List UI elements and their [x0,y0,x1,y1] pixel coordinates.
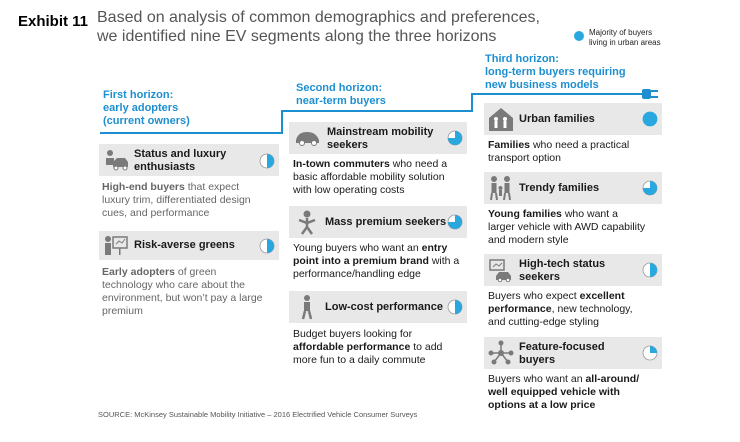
urban-share-ring [642,111,658,127]
segment-name: Low-cost performance [325,301,443,313]
segment-description: Budget buyers looking for affordable per… [293,328,443,366]
segment-description: Buyers who want an all-around/ well equi… [488,373,640,411]
legend-text: Majority of buyers living in urban areas [589,28,661,47]
urban-share-indicator [447,130,463,146]
exhibit-label: Exhibit 11 [18,13,89,30]
urban-share-fill [267,154,274,168]
segment-description: Early adopters of green technology who c… [102,266,263,317]
title-line-1: Based on analysis of common demographics… [97,9,540,26]
family-house-icon [489,108,513,131]
segment-high-tech[interactable]: High-tech status seekers [484,254,662,286]
segment-name: Urban families [519,113,595,125]
segment-description: In-town commuters who need a basic affor… [293,158,448,196]
segment-description: Buyers who expect excellent performance,… [488,290,633,328]
urban-share-fill [448,215,462,229]
horizon-step-line-3 [281,110,472,112]
segment-mass-premium[interactable]: Mass premium seekers [289,206,467,238]
urban-share-indicator [259,238,275,254]
horizon-step-line-5 [471,93,643,95]
buyer-icon [298,210,316,235]
urban-share-indicator [447,214,463,230]
urban-share-indicator [447,299,463,315]
tech-car-icon [489,259,511,282]
urban-legend-dot-icon [574,31,584,41]
segment-name: Feature-focused buyers [519,341,605,366]
urban-share-fill [267,239,274,253]
horizon-step-line-4 [471,93,473,112]
luxury-car-icon [106,150,128,171]
segment-name: Mainstream mobility seekers [327,126,434,151]
first-horizon-label: First horizon: early adopters (current o… [103,89,190,127]
segment-name: Risk-averse greens [134,239,235,251]
urban-share-indicator [642,262,658,278]
urban-share-fill [455,300,462,314]
urban-share-indicator [259,153,275,169]
segment-name: Status and luxury enthusiasts [134,148,227,173]
third-horizon-label: Third horizon: long-term buyers requirin… [485,53,626,91]
second-horizon-label: Second horizon: near-term buyers [296,82,386,107]
segment-trendy-families[interactable]: Trendy families [484,172,662,204]
segment-urban-families[interactable]: Urban families [484,103,662,135]
segment-description: Young families who want a larger vehicle… [488,208,646,246]
segment-risk-averse[interactable]: Risk-averse greens [99,231,279,260]
compact-car-icon [296,132,319,146]
network-icon [488,340,514,365]
page-title: Based on analysis of common demographics… [97,8,557,46]
urban-share-fill [650,263,657,277]
segment-name: Mass premium seekers [325,216,447,228]
runner-icon [301,295,313,320]
urban-share-indicator [642,345,658,361]
urban-share-indicator [642,111,658,127]
urban-share-fill [650,346,657,353]
billboard-icon [105,236,128,255]
segment-description: Families who need a practical transport … [488,139,630,164]
urban-share-fill [643,181,657,195]
segment-low-cost[interactable]: Low-cost performance [289,291,467,323]
plug-icon [642,89,658,99]
title-line-2: we identified nine EV segments along the… [97,28,497,45]
source-note: SOURCE: McKinsey Sustainable Mobility In… [98,410,418,419]
urban-share-indicator [642,180,658,196]
legend: Majority of buyers living in urban areas [574,28,679,48]
segment-status-luxury[interactable]: Status and luxury enthusiasts [99,144,279,176]
segment-description: Young buyers who want an entry point int… [293,242,460,280]
segment-name: High-tech status seekers [519,258,606,283]
segment-mainstream[interactable]: Mainstream mobility seekers [289,122,467,154]
segment-feature-focused[interactable]: Feature-focused buyers [484,337,662,369]
family-icon [490,176,511,201]
urban-share-fill [448,131,462,145]
horizon-step-line-2 [281,110,283,134]
horizon-step-line-1 [100,132,282,134]
segment-description: High-end buyers that expect luxury trim,… [102,181,251,219]
segment-name: Trendy families [519,182,600,194]
